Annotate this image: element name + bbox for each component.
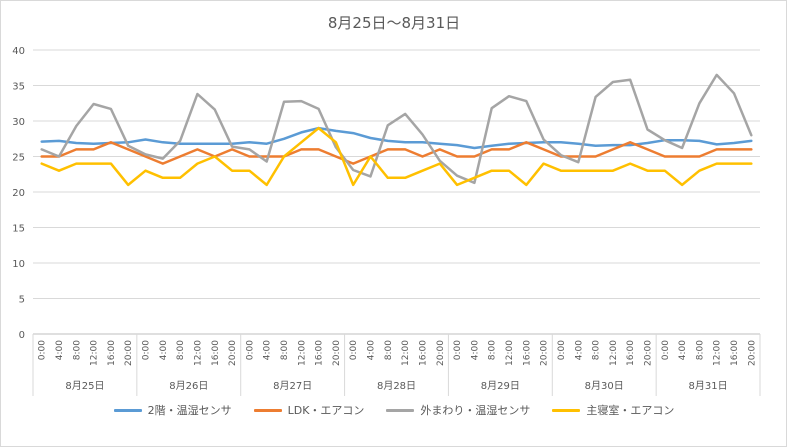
x-tick-label: 20:00 <box>332 340 342 366</box>
legend-label: 外まわり・温湿センサ <box>420 404 531 417</box>
series-line-0 <box>40 126 753 150</box>
legend-item-ldk-aircon: LDK・エアコン <box>253 402 365 418</box>
x-tick-label: 4:00 <box>55 340 65 360</box>
x-tick-label: 12:00 <box>297 340 307 366</box>
legend-swatch <box>552 408 581 412</box>
x-tick-label: 8:00 <box>176 340 186 360</box>
legend-label: LDK・エアコン <box>287 404 365 417</box>
legend-swatch <box>386 408 415 412</box>
x-tick-label: 0:00 <box>661 340 671 360</box>
x-tick-label: 20:00 <box>436 340 446 366</box>
x-tick-label: 20:00 <box>643 340 653 366</box>
x-tick-label: 4:00 <box>470 340 480 360</box>
x-tick-label: 4:00 <box>574 340 584 360</box>
legend-swatch <box>253 408 282 412</box>
x-tick-label: 16:00 <box>730 340 740 366</box>
x-tick-label: 12:00 <box>609 340 619 366</box>
series-line-3 <box>40 126 753 187</box>
x-tick-label: 20:00 <box>228 340 238 366</box>
axis-layer: 0 5 10 15 20 25 30 35 40 0:00 4:00 8:00 12:00 16:00 20… <box>12 46 761 396</box>
x-tick-label: 20:00 <box>124 340 134 366</box>
y-tick-label: 15 <box>12 224 25 235</box>
legend-item-bedroom-aircon: 主寝室・エアコン <box>552 402 674 418</box>
day-label: 8月31日 <box>689 380 728 392</box>
day-label: 8月27日 <box>273 380 312 392</box>
series-layer <box>40 73 753 187</box>
x-tick-label: 16:00 <box>418 340 428 366</box>
day-label: 8月29日 <box>481 380 520 392</box>
y-tick-label: 0 <box>19 330 25 341</box>
legend: 2階・温湿センサ LDK・エアコン 外まわり・温湿センサ 主寝室・エアコン <box>0 402 788 418</box>
x-tick-label: 20:00 <box>747 340 757 366</box>
x-tick-label: 8:00 <box>280 340 290 360</box>
y-tick-label: 5 <box>19 295 25 306</box>
y-tick-label: 25 <box>12 153 25 164</box>
x-tick-label: 0:00 <box>557 340 567 360</box>
x-tick-label: 8:00 <box>72 340 82 360</box>
day-label: 8月26日 <box>169 380 208 392</box>
x-tick-label: 12:00 <box>401 340 411 366</box>
series-line-2 <box>40 73 753 185</box>
x-tick-label: 0:00 <box>453 340 463 360</box>
x-tick-label: 16:00 <box>315 340 325 366</box>
x-tick-label: 4:00 <box>263 340 273 360</box>
legend-item-outdoor-sensor: 外まわり・温湿センサ <box>386 402 530 418</box>
x-tick-label: 20:00 <box>540 340 550 366</box>
x-tick-label: 12:00 <box>90 340 100 366</box>
y-tick-label: 20 <box>12 188 25 199</box>
legend-label: 主寝室・エアコン <box>586 404 675 417</box>
x-tick-label: 12:00 <box>193 340 203 366</box>
x-tick-label: 8:00 <box>695 340 705 360</box>
x-tick-label: 0:00 <box>38 340 48 360</box>
day-label: 8月28日 <box>377 380 416 392</box>
day-label: 8月25日 <box>65 380 104 392</box>
series-line-1 <box>40 141 753 165</box>
x-tick-label: 12:00 <box>713 340 723 366</box>
x-tick-label: 4:00 <box>159 340 169 360</box>
y-tick-label: 35 <box>12 82 25 93</box>
x-tick-label: 8:00 <box>384 340 394 360</box>
x-tick-label: 0:00 <box>245 340 255 360</box>
x-tick-label: 0:00 <box>142 340 152 360</box>
x-tick-label: 4:00 <box>678 340 688 360</box>
y-tick-label: 30 <box>12 117 25 128</box>
x-tick-label: 16:00 <box>522 340 532 366</box>
x-tick-label: 16:00 <box>107 340 117 366</box>
grid-layer <box>33 49 760 335</box>
x-tick-label: 16:00 <box>211 340 221 366</box>
x-tick-label: 8:00 <box>488 340 498 360</box>
legend-item-2f-sensor: 2階・温湿センサ <box>113 402 232 418</box>
y-tick-label: 10 <box>12 259 25 270</box>
y-tick-label: 40 <box>12 46 25 57</box>
x-tick-label: 12:00 <box>505 340 515 366</box>
day-label: 8月30日 <box>585 380 624 392</box>
x-tick-label: 16:00 <box>626 340 636 366</box>
x-tick-label: 8:00 <box>592 340 602 360</box>
chart-title: 8月25日～8月31日 <box>327 14 461 32</box>
legend-swatch <box>113 408 142 412</box>
legend-label: 2階・温湿センサ <box>147 404 232 417</box>
x-tick-label: 0:00 <box>349 340 359 360</box>
x-tick-label: 4:00 <box>367 340 377 360</box>
